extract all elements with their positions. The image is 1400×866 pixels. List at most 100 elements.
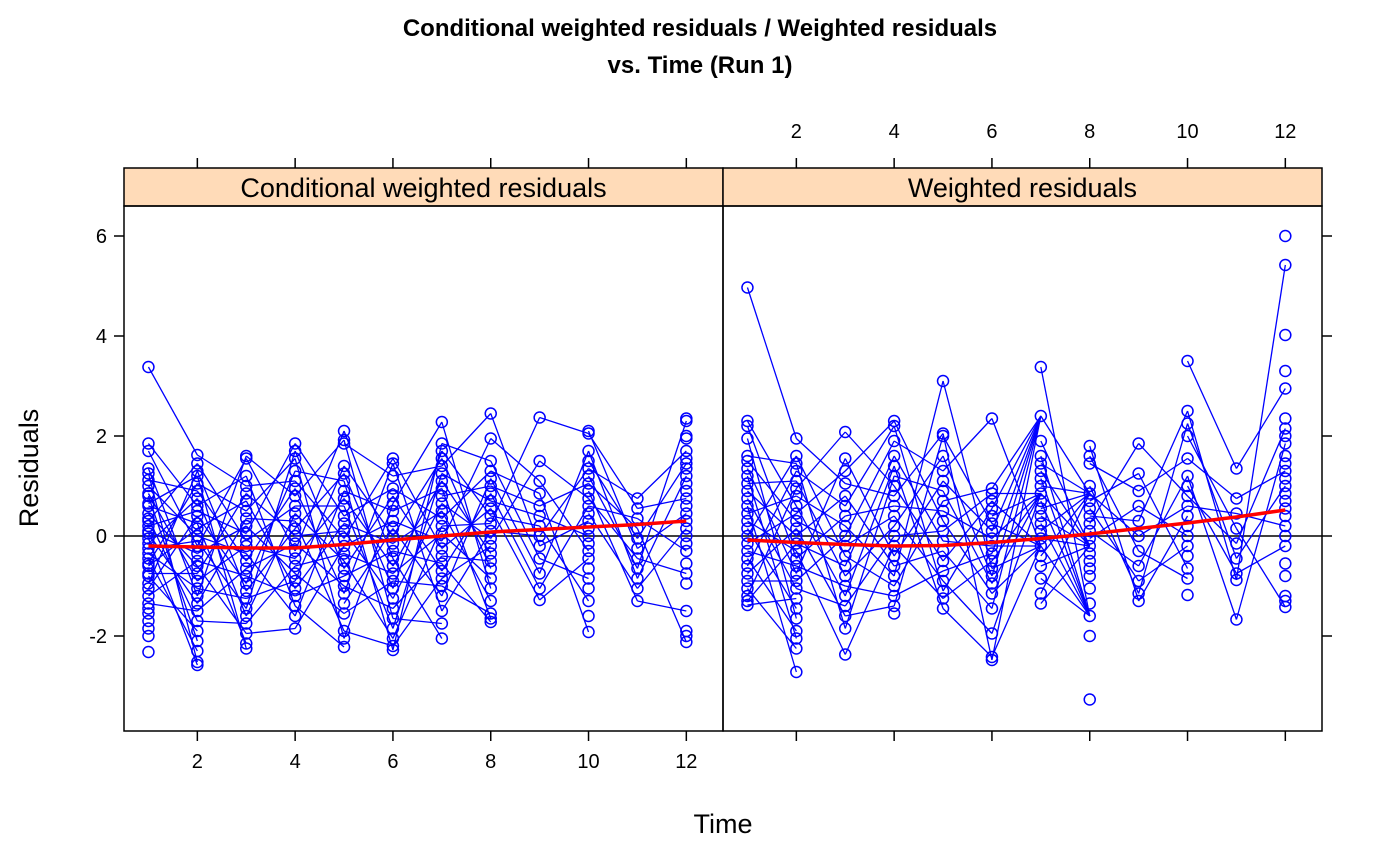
residual-point [1034, 517, 1048, 530]
profile-segment [747, 520, 797, 552]
profile-segment [148, 498, 198, 544]
panel-weighted-residuals: Weighted residuals 2 4 6 8 10 12 [722, 121, 1332, 741]
residual-point [533, 499, 546, 513]
residual-point [435, 632, 449, 645]
profile-segment [197, 510, 247, 535]
residual-point [741, 477, 754, 490]
residual-point [1181, 529, 1194, 543]
profile-segment [795, 470, 846, 507]
residual-point [741, 432, 754, 445]
profile-segment [245, 575, 296, 597]
residual-point [191, 567, 204, 580]
profile-segment [245, 500, 296, 589]
residual-point [386, 602, 400, 615]
profile-segment [1138, 443, 1189, 497]
residual-point [1132, 594, 1145, 608]
residual-point [1034, 464, 1048, 478]
profile-segment [746, 420, 797, 507]
residual-point [790, 499, 803, 513]
residual-point [1083, 449, 1096, 463]
residual-point [435, 489, 449, 503]
residual-point [1181, 404, 1194, 418]
profile-segment [747, 597, 797, 606]
profile-segment [893, 515, 944, 582]
profile-segment [942, 580, 993, 634]
profile-segment [893, 380, 944, 577]
profile-segment [343, 487, 394, 517]
residual-point [142, 532, 155, 545]
residual-point [631, 532, 644, 545]
chart-title-line2: vs. Time (Run 1) [608, 52, 793, 79]
residual-point [533, 454, 546, 468]
residual-point [1181, 489, 1194, 503]
profile-segment [746, 460, 797, 522]
residual-point [1083, 502, 1096, 515]
residual-point [680, 484, 693, 498]
profile-segment [490, 460, 541, 539]
profile-segment [1187, 505, 1237, 515]
residual-point [985, 412, 999, 425]
residual-point [1083, 629, 1096, 643]
profile-segment [245, 458, 296, 512]
profile-segment [245, 513, 296, 617]
residual-point [1181, 499, 1194, 513]
profile-segment [147, 468, 198, 597]
profile-segment [894, 530, 944, 537]
profile-segment [539, 525, 590, 602]
profile-segment [392, 465, 442, 477]
residual-point [191, 484, 204, 498]
profile-segment [1089, 515, 1139, 522]
residual-point [985, 653, 999, 667]
residual-point [838, 464, 852, 478]
profile-segment [294, 490, 345, 617]
profile-segment [147, 575, 198, 632]
profile-segment [294, 513, 345, 562]
residual-point [288, 464, 302, 478]
residual-point [1132, 499, 1145, 513]
residual-point [1230, 552, 1243, 565]
profile-segment [893, 550, 944, 567]
residual-point [887, 559, 901, 573]
profile-segment [539, 416, 589, 435]
profile-segment [245, 493, 296, 537]
residual-point [1279, 600, 1292, 614]
profile-segment [893, 433, 944, 497]
profile-segment [991, 415, 1042, 489]
profile-segment [294, 443, 345, 517]
profile-segment [343, 630, 394, 647]
profile-segment [294, 605, 345, 648]
residual-point [484, 562, 497, 575]
residual-point [142, 444, 155, 458]
residual-point [142, 537, 155, 550]
residual-point [288, 544, 302, 558]
residual-point [142, 473, 155, 487]
profile-segment [343, 580, 394, 615]
residual-point [936, 592, 950, 605]
residual-point [1279, 429, 1292, 443]
profile-segment [196, 523, 247, 644]
residual-point [1083, 609, 1096, 623]
residual-point [337, 424, 351, 438]
residual-point [142, 622, 155, 635]
residual-point [1132, 514, 1145, 528]
x-tick-label: 4 [889, 121, 900, 143]
x-tick-label: 12 [1274, 121, 1296, 143]
residual-point [680, 537, 693, 550]
residual-point [142, 582, 155, 595]
profile-segment [196, 455, 247, 597]
residual-point [985, 502, 999, 515]
residual-point [582, 454, 595, 468]
residual-point [435, 497, 449, 510]
residual-point [680, 604, 693, 618]
residual-point [1034, 449, 1048, 463]
residual-point [435, 482, 449, 495]
profile-segment [893, 475, 944, 492]
residual-point [887, 479, 901, 493]
x-tick-label: 8 [1084, 121, 1095, 143]
profile-segment [196, 515, 247, 584]
residual-point [435, 527, 449, 540]
profile-segment [147, 483, 198, 564]
residual-point [386, 452, 400, 465]
profile-segment [1040, 545, 1090, 567]
x-tick-label: 12 [675, 751, 697, 773]
